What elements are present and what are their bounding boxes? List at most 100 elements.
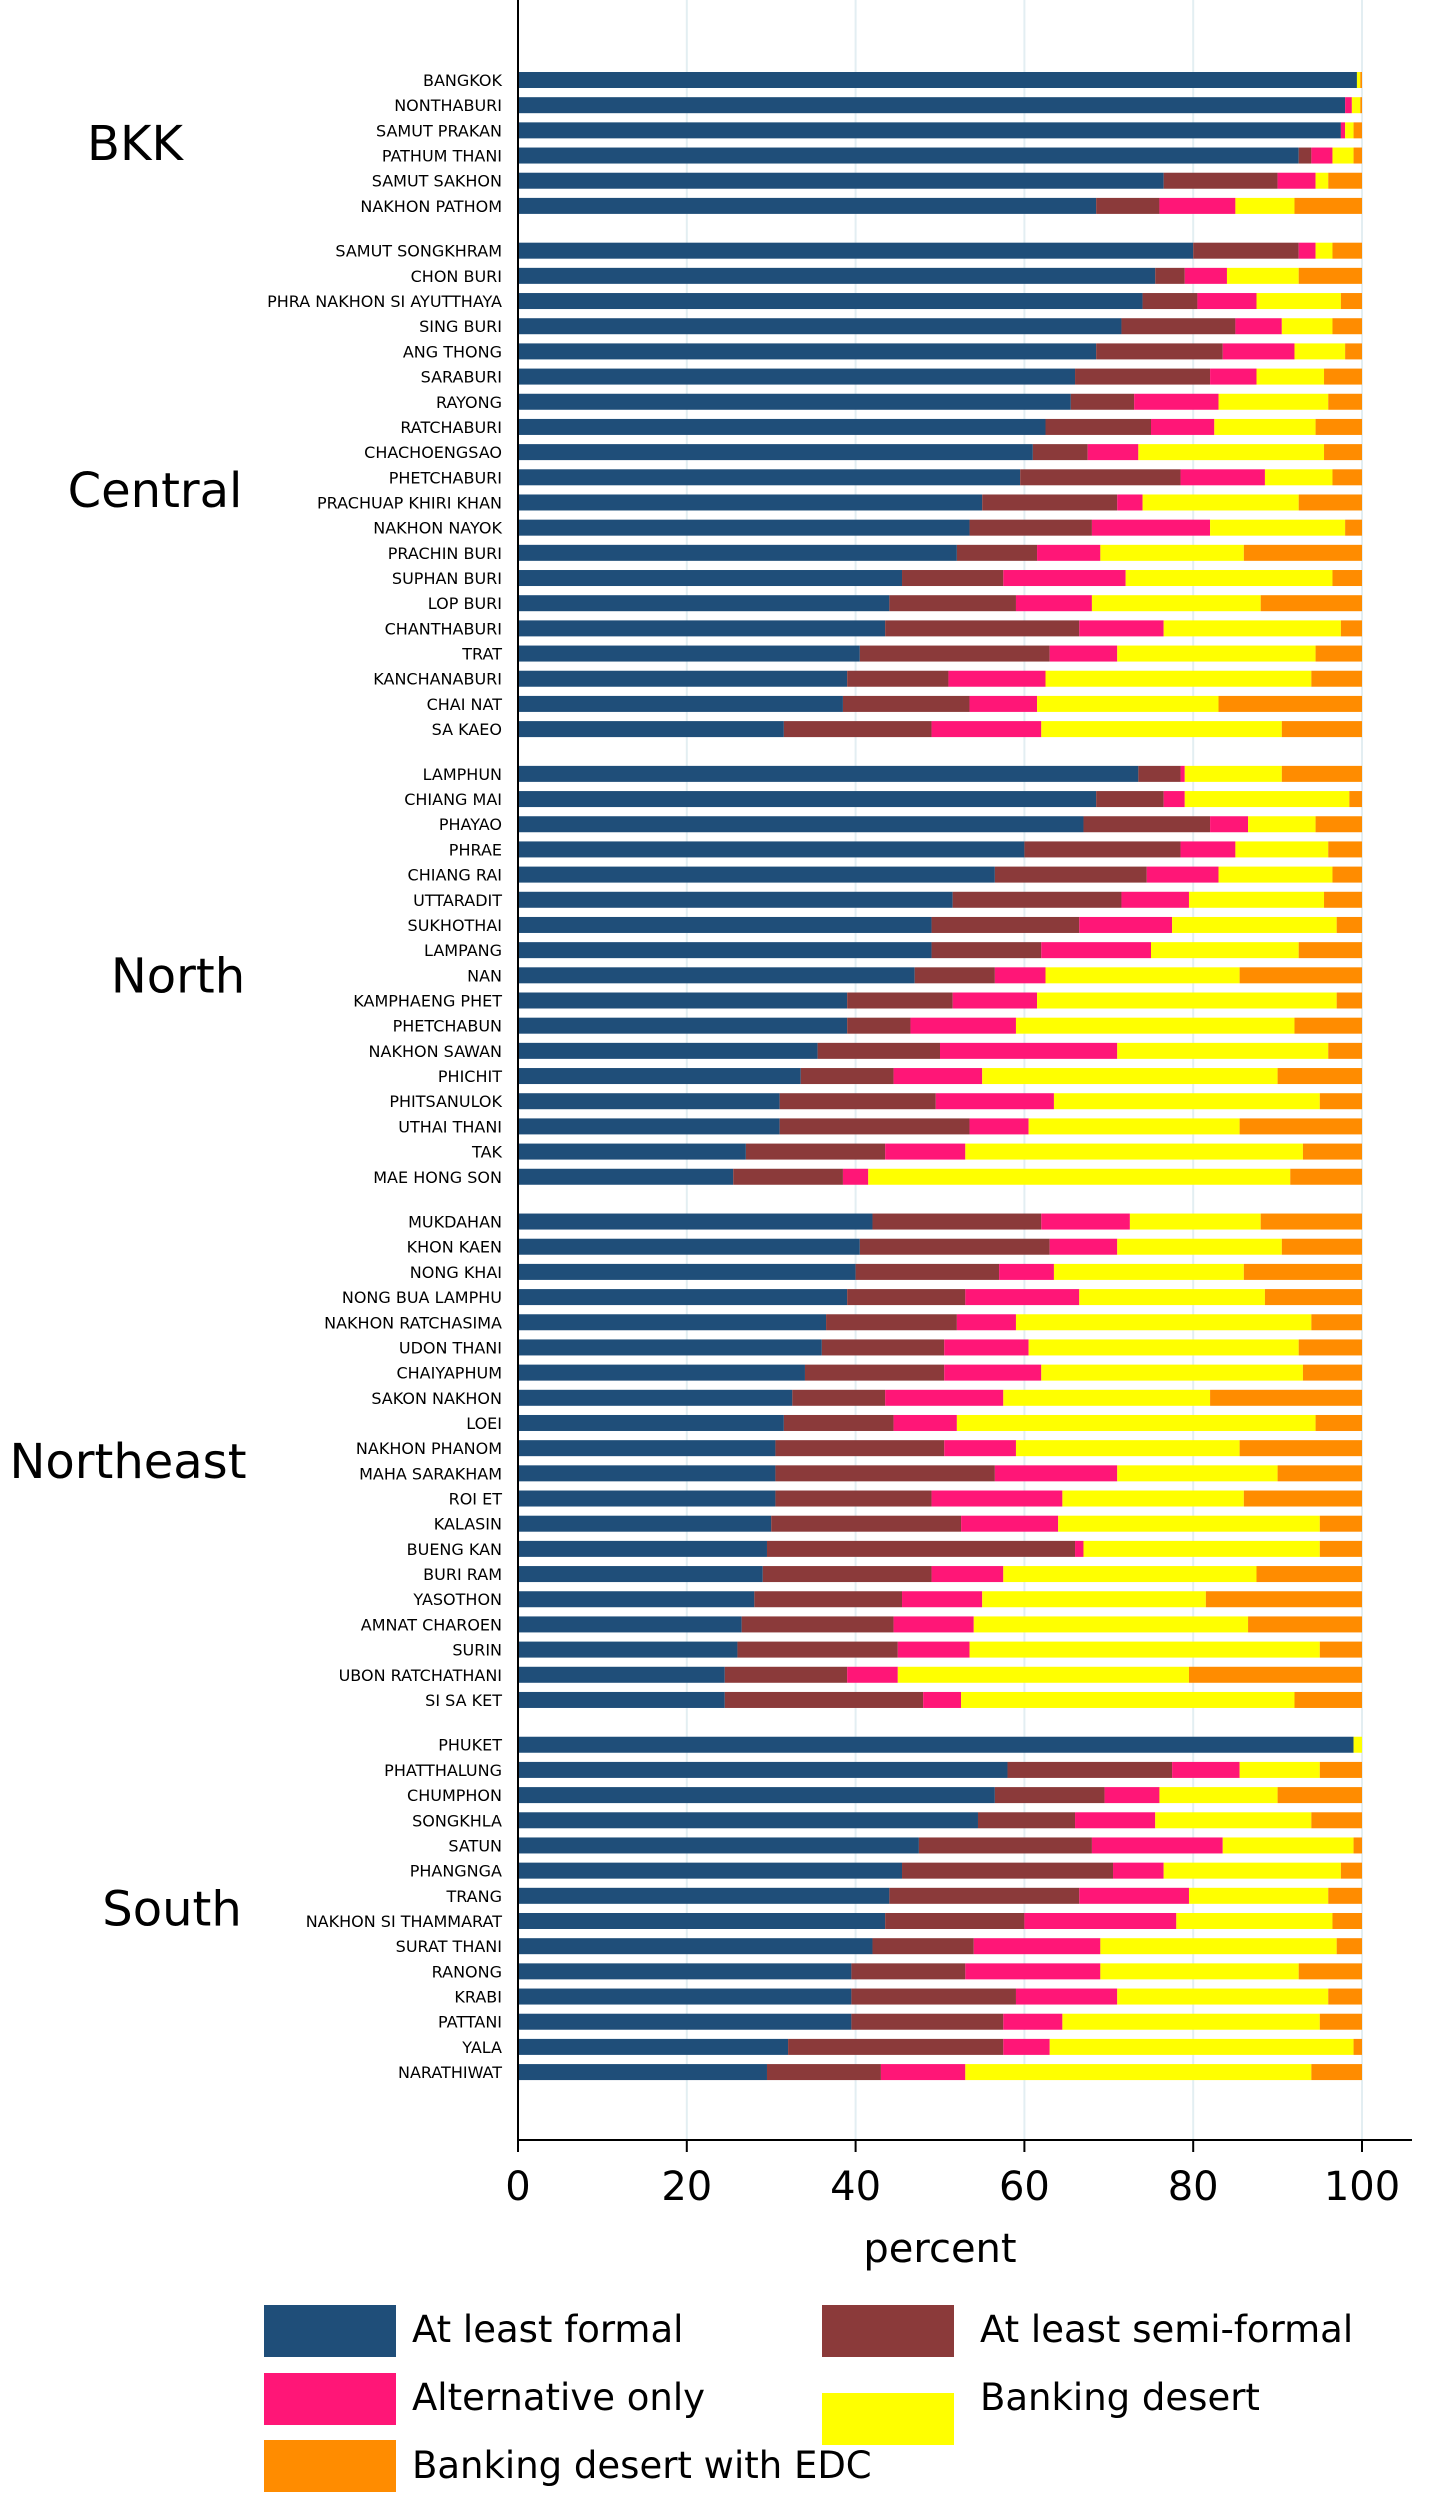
bar-segment <box>1155 267 1185 284</box>
bar-segment <box>1041 721 1282 738</box>
bar-segment <box>885 1913 1025 1929</box>
category-label: LOP BURI <box>428 594 502 613</box>
bar-segment <box>1117 1988 1329 2005</box>
bar-segment <box>1328 1988 1362 2005</box>
bar-segment <box>1138 444 1325 461</box>
bar-segment <box>893 1616 974 1633</box>
x-tick-label: 20 <box>661 2164 712 2210</box>
category-label: KANCHANABURI <box>373 670 502 689</box>
bar-segment <box>1193 242 1299 259</box>
bar-segment <box>518 494 983 511</box>
bar-segment <box>1315 418 1362 435</box>
bar-segment <box>969 1641 1320 1658</box>
bar-segment <box>1336 992 1362 1009</box>
legend-label: Banking desert <box>980 2376 1260 2419</box>
bar-segment <box>1117 1042 1329 1059</box>
bar-segment <box>1015 1988 1118 2005</box>
category-label: PHUKET <box>438 1736 502 1755</box>
bar-segment <box>893 1414 957 1431</box>
category-label: NAKHON SAWAN <box>369 1042 502 1061</box>
bar-segment <box>1281 721 1362 738</box>
bar-segment <box>1096 343 1223 360</box>
bar-segment <box>762 1566 932 1583</box>
category-label: TRANG <box>445 1887 502 1906</box>
bar-segment <box>518 1540 767 1557</box>
bar-segment <box>1298 242 1316 259</box>
bar-segment <box>518 444 1033 461</box>
bar-segment <box>885 620 1080 637</box>
bar-segment <box>1218 695 1362 712</box>
bar-segment <box>868 1168 1291 1185</box>
bar-segment <box>1188 1666 1362 1683</box>
bar-segment <box>1294 197 1362 214</box>
bar-segment <box>880 2064 966 2081</box>
bar-segment <box>1184 267 1227 284</box>
bar-segment <box>1256 1566 1362 1583</box>
legend-label: At least semi-formal <box>980 2308 1353 2351</box>
bar-segment <box>1210 519 1346 536</box>
bar-segment <box>1121 318 1236 335</box>
bar-segment <box>775 1440 945 1457</box>
bar-segment <box>1277 172 1316 189</box>
category-label: UTTARADIT <box>413 891 502 910</box>
bar-segment <box>931 1490 1063 1507</box>
bar-segment <box>931 916 1080 933</box>
bar-segment <box>1332 147 1354 164</box>
bar-segment <box>969 1118 1029 1135</box>
bar-segment <box>1197 293 1257 310</box>
bar-segment <box>775 1465 995 1482</box>
bar-segment <box>1239 1761 1320 1778</box>
bar-segment <box>518 1238 860 1255</box>
bar-segment <box>518 1761 1008 1778</box>
bar-segment <box>889 1887 1080 1904</box>
bar-segment <box>1117 645 1316 662</box>
bar-segment <box>518 343 1097 360</box>
bar-segment <box>1315 172 1329 189</box>
bar-segment <box>1024 841 1181 858</box>
bar-segment <box>847 1017 911 1034</box>
bar-segment <box>1163 172 1278 189</box>
bar-segment <box>518 469 1021 486</box>
bar-segment <box>518 519 970 536</box>
bar-segment <box>518 841 1025 858</box>
bar-segment <box>518 1042 818 1059</box>
bar-segment <box>518 293 1143 310</box>
category-label: PATHUM THANI <box>382 147 502 166</box>
bar-segment <box>1075 368 1211 385</box>
bar-segment <box>1298 494 1362 511</box>
bar-segment <box>969 519 1092 536</box>
region-label: Central <box>68 463 243 519</box>
bar-segment <box>1315 1414 1362 1431</box>
bar-segment <box>1146 866 1219 883</box>
bar-segment <box>902 1591 983 1608</box>
bar-segment <box>518 1691 725 1708</box>
category-label: PHRA NAKHON SI AYUTTHAYA <box>267 292 502 311</box>
region-label: North <box>111 948 245 1004</box>
bar-segment <box>1049 2038 1354 2055</box>
bar-segment <box>1243 1490 1362 1507</box>
bar-segment <box>1336 916 1362 933</box>
bar-segment <box>1138 765 1181 782</box>
bar-segment <box>1235 841 1329 858</box>
bar-segment <box>518 1389 793 1406</box>
x-tick-label: 60 <box>999 2164 1050 2210</box>
bar-segment <box>783 1414 894 1431</box>
category-label: LAMPANG <box>424 941 502 960</box>
bar-segment <box>518 1118 780 1135</box>
bar-segment <box>855 1263 1000 1280</box>
bar-segment <box>889 595 1016 612</box>
category-label: PHANGNGA <box>410 1862 502 1881</box>
bar-segment <box>1180 765 1185 782</box>
bar-segment <box>973 1616 1249 1633</box>
bar-segment <box>733 1168 843 1185</box>
bar-segment <box>893 1068 983 1085</box>
category-label: MAHA SARAKHAM <box>359 1464 502 1483</box>
bar-segment <box>969 695 1038 712</box>
bar-segment <box>518 967 915 984</box>
bar-segment <box>1311 2064 1362 2081</box>
bar-segment <box>518 1143 746 1160</box>
category-label: SURAT THANI <box>396 1937 502 1956</box>
bar-segment <box>1075 1540 1084 1557</box>
bar-segment <box>1037 695 1219 712</box>
category-label: CHAIYAPHUM <box>396 1364 502 1383</box>
